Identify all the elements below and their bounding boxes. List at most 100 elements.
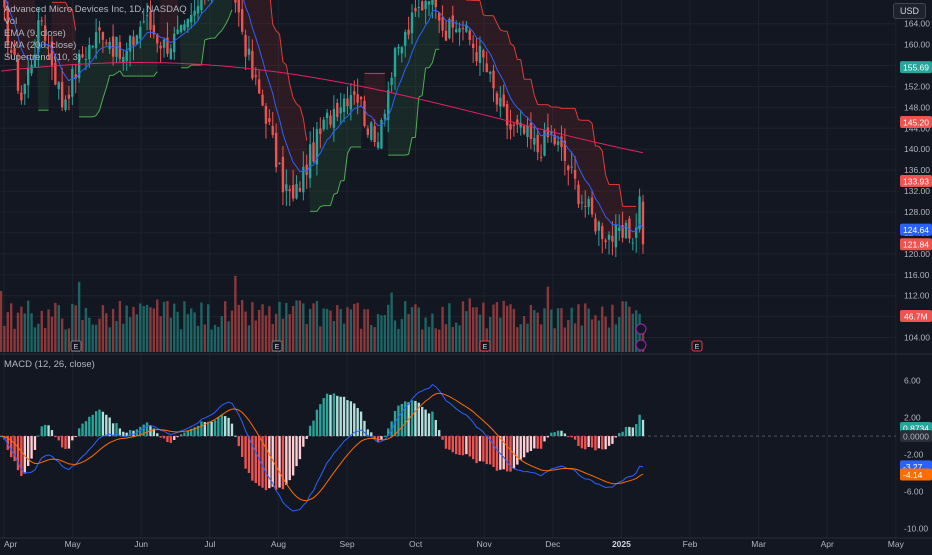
candle-body — [200, 0, 202, 10]
macd-histogram-bar — [346, 400, 348, 436]
macd-histogram-bar — [102, 412, 104, 436]
volume-bar — [54, 303, 56, 352]
legend-vol[interactable]: Vol — [4, 16, 187, 28]
candle-body — [469, 30, 471, 39]
volume-bar — [268, 306, 270, 352]
macd-histogram-bar — [577, 436, 579, 446]
symbol-title[interactable]: Advanced Micro Devices Inc, 1D, NASDAQ — [4, 4, 187, 16]
candle-body — [523, 126, 525, 134]
volume-bar — [469, 298, 471, 352]
macd-histogram-bar — [540, 436, 542, 449]
macd-histogram-bar — [537, 436, 539, 449]
legend-ema200[interactable]: EMA (200, close) — [4, 40, 187, 52]
earnings-marker: E — [480, 341, 490, 351]
macd-histogram-bar — [299, 436, 301, 459]
price-tick-label: 140.00 — [904, 144, 930, 154]
volume-bar — [119, 301, 121, 352]
volume-bar — [513, 309, 515, 352]
volume-bar — [360, 329, 362, 352]
macd-line — [1, 385, 643, 512]
macd-histogram-bar — [628, 427, 630, 436]
macd-histogram-bar — [339, 397, 341, 436]
earnings-label: E — [483, 344, 488, 351]
time-tick-label: Jul — [204, 539, 215, 549]
legend-ema9[interactable]: EMA (9, close) — [4, 28, 187, 40]
volume-bar — [445, 324, 447, 352]
macd-histogram-bar — [238, 436, 240, 446]
macd-histogram-bar — [85, 421, 87, 436]
macd-histogram-bar — [560, 431, 562, 436]
macd-histogram-bar — [173, 436, 175, 440]
volume-bar — [564, 327, 566, 352]
macd-histogram-bar — [428, 413, 430, 436]
candle-body — [642, 202, 644, 245]
time-tick-label: 2025 — [612, 539, 631, 549]
macd-histogram-bar — [92, 415, 94, 436]
candle-body — [533, 138, 535, 145]
supertrend-fill — [212, 0, 215, 38]
supertrend-fill — [405, 32, 408, 155]
volume-bar — [401, 319, 403, 352]
candle-body — [238, 0, 240, 12]
candle-body — [312, 142, 314, 161]
candle-body — [632, 242, 634, 243]
supertrend-fill — [381, 73, 384, 120]
candle-body — [244, 35, 246, 57]
macd-histogram-bar — [68, 436, 70, 448]
add-event-icon — [636, 324, 646, 334]
candle-body — [258, 79, 260, 93]
supertrend-fill — [565, 108, 568, 170]
supertrend-fill — [266, 0, 269, 124]
legend-macd[interactable]: MACD (12, 26, close) — [4, 359, 95, 370]
volume-bar — [316, 301, 318, 352]
macd-histogram-bar — [282, 436, 284, 489]
volume-bar — [95, 325, 97, 352]
macd-histogram-bar — [581, 436, 583, 448]
macd-histogram-bar — [567, 436, 569, 437]
macd-histogram-bar — [285, 436, 287, 485]
macd-histogram-bar — [384, 436, 386, 437]
volume-bar — [452, 327, 454, 352]
volume-bar — [611, 305, 613, 352]
candle-body — [407, 30, 409, 35]
macd-histogram-bar — [458, 436, 460, 455]
candle-body — [363, 101, 365, 126]
candle-body — [475, 52, 477, 61]
candle-body — [537, 135, 539, 152]
candle-body — [333, 109, 335, 128]
volume-bar — [24, 313, 26, 352]
volume-bar — [68, 328, 70, 352]
price-tick-label: 112.00 — [904, 291, 930, 301]
volume-bar — [346, 307, 348, 352]
macd-histogram-bar — [336, 396, 338, 436]
candle-body — [329, 116, 331, 125]
macd-signal-line — [1, 393, 643, 500]
supertrend-fill — [215, 0, 218, 38]
volume-bar — [295, 301, 297, 352]
macd-histogram-bar — [268, 436, 270, 488]
volume-bar — [166, 301, 168, 352]
currency-button[interactable]: USD — [893, 3, 926, 19]
macd-histogram-bar — [163, 436, 165, 438]
volume-bar — [289, 314, 291, 352]
macd-histogram-bar — [601, 436, 603, 449]
candle-body — [350, 95, 352, 109]
volume-bar — [204, 324, 206, 352]
volume-bar — [373, 327, 375, 352]
supertrend-fill — [429, 0, 432, 68]
legend-supertrend[interactable]: Supertrend (10, 3) — [4, 52, 187, 64]
macd-tick-label: -6.00 — [904, 487, 924, 497]
macd-histogram-bar — [75, 436, 77, 437]
macd-histogram-bar — [88, 417, 90, 436]
macd-histogram-bar — [306, 436, 308, 439]
candle-body — [560, 136, 562, 147]
supertrend-fill — [585, 120, 588, 206]
macd-histogram-bar — [370, 432, 372, 436]
macd-histogram-bar — [421, 407, 423, 436]
volume-bar — [139, 303, 141, 352]
candle-body — [30, 65, 32, 74]
volume-bar — [601, 307, 603, 352]
candle-body — [499, 98, 501, 107]
